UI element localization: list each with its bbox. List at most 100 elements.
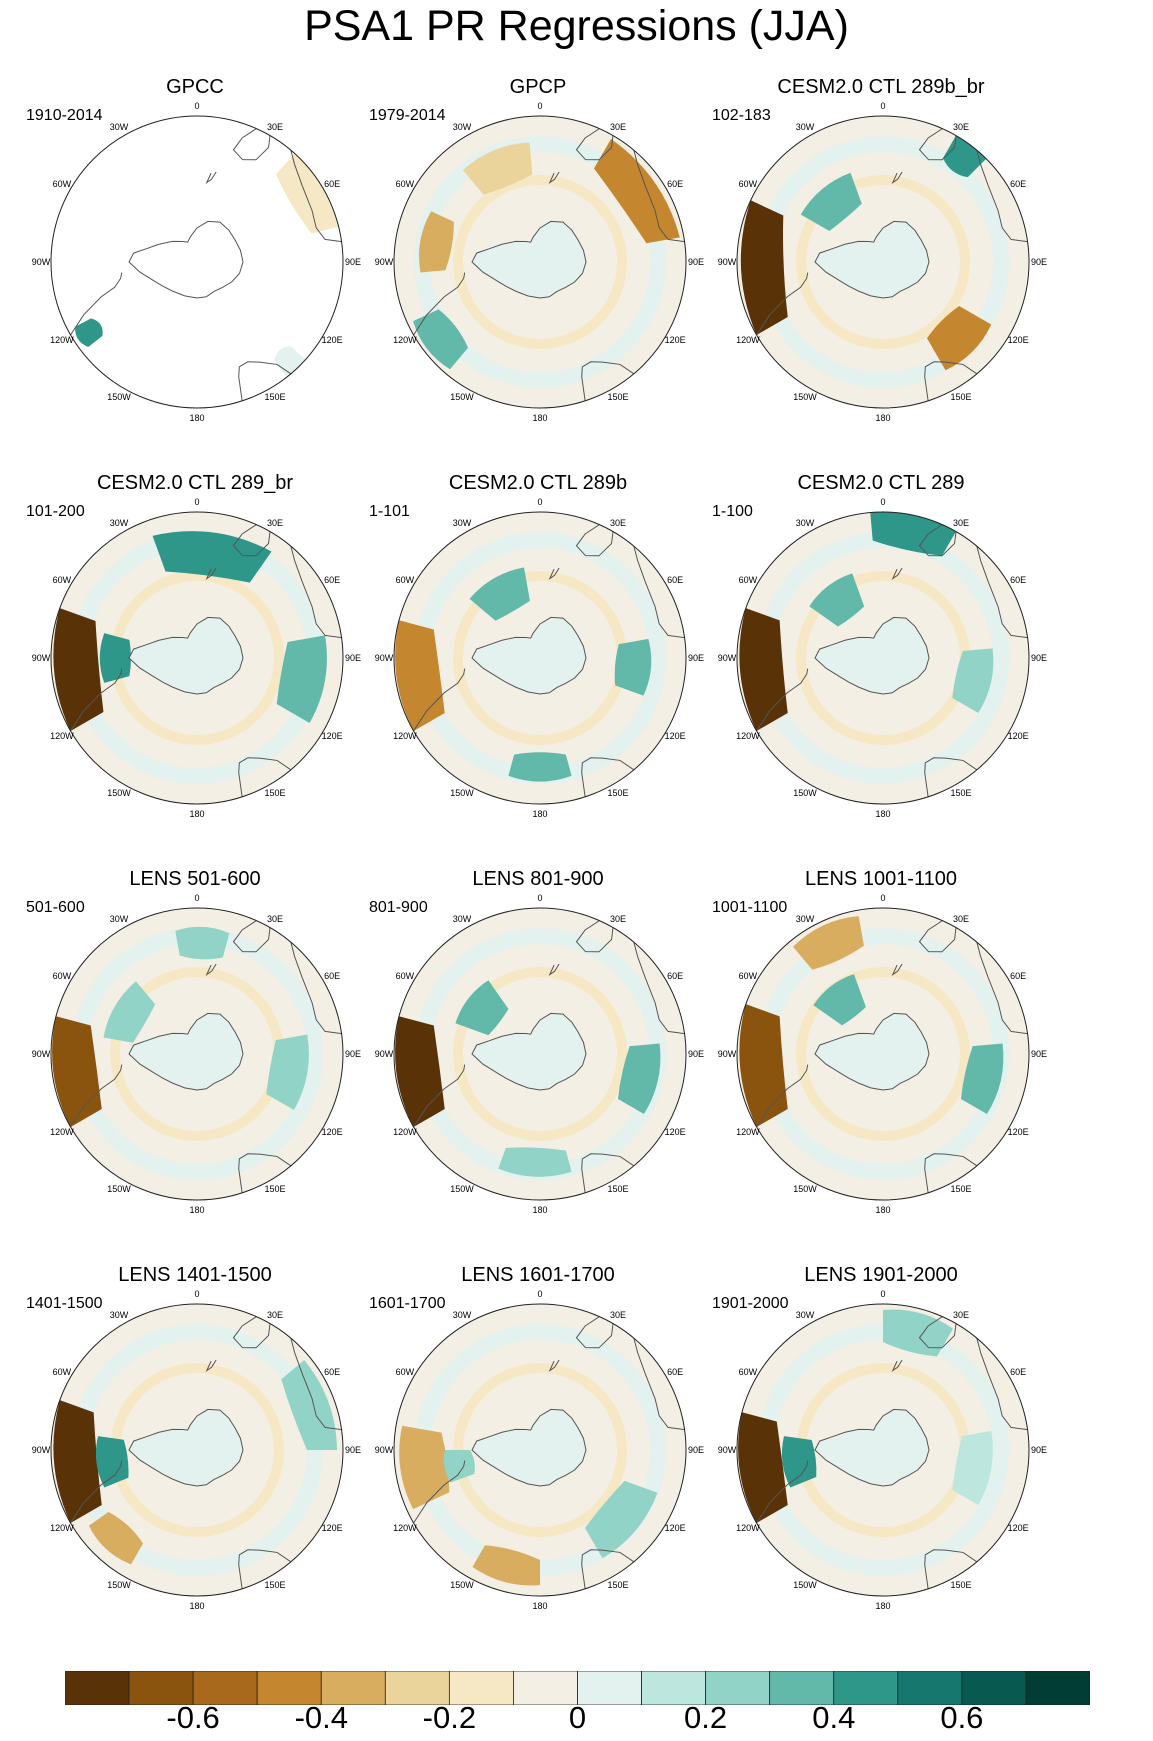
map-panel: LENS 1401-1500 1401-1500 0 30E 60E 90E 120E 150… xyxy=(5,1264,385,1659)
pr-anomaly-region xyxy=(813,974,866,1026)
panel-years: 102-183 xyxy=(712,107,771,124)
longitude-label: 30E xyxy=(267,914,283,924)
antarctica-coastline xyxy=(128,616,244,695)
pr-anomaly-region xyxy=(88,1511,143,1565)
longitude-label: 150E xyxy=(950,788,971,798)
polar-map: 0 30E 60E 90E 120E 150E 180 150W 120W 90W 60W 30W xyxy=(32,101,361,423)
pr-anomaly-region xyxy=(927,306,992,371)
pr-anomaly-region xyxy=(275,153,339,234)
pr-anomaly-region xyxy=(53,608,104,731)
longitude-label: 150E xyxy=(264,1184,285,1194)
colorbar-tick-label: -0.4 xyxy=(294,1700,348,1735)
polar-map: 0 30E 60E 90E 120E 150E 180 150W 120W 90W 60W 30W xyxy=(32,893,361,1215)
polar-map: 0 30E 60E 90E 120E 150E 180 150W 120W 90W 60W 30W xyxy=(375,893,704,1215)
panel-title: LENS 1001-1100 xyxy=(805,868,957,890)
panel-title: CESM2.0 CTL 289 xyxy=(797,472,965,494)
longitude-label: 120W xyxy=(736,731,760,741)
map-panel: LENS 501-600 501-600 0 30E 60E 90E 120E 150E 180… xyxy=(5,868,385,1263)
longitude-label: 60E xyxy=(324,575,340,585)
longitude-label: 0 xyxy=(880,1289,885,1299)
colorbar-swatch xyxy=(897,1671,963,1705)
panel-title: LENS 801-900 xyxy=(472,868,604,890)
longitude-label: 60W xyxy=(53,971,72,981)
longitude-label: 90E xyxy=(688,653,704,663)
longitude-label: 90E xyxy=(345,1049,361,1059)
longitude-label: 150W xyxy=(107,1580,131,1590)
continent-coastline xyxy=(976,1338,1028,1431)
continent-coastline xyxy=(924,757,978,797)
longitude-label: 150E xyxy=(607,392,628,402)
map-panel: LENS 1601-1700 1601-1700 0 30E 60E 90E 120E 150… xyxy=(348,1264,728,1659)
longitude-label: 120W xyxy=(393,1523,417,1533)
pr-anomaly-region xyxy=(614,638,652,696)
longitude-label: 90E xyxy=(688,257,704,267)
longitude-label: 180 xyxy=(532,809,547,819)
longitude-label: 30W xyxy=(453,122,472,132)
panel-years: 1001-1100 xyxy=(712,899,788,916)
longitude-label: 90W xyxy=(718,1445,737,1455)
longitude-label: 120E xyxy=(1008,1127,1029,1137)
continent-coastline xyxy=(918,1316,957,1349)
continent-coastline xyxy=(756,668,809,732)
colorbar-swatch xyxy=(641,1671,707,1705)
longitude-label: 30E xyxy=(953,914,969,924)
continent-coastline xyxy=(924,1153,978,1193)
longitude-label: 0 xyxy=(537,101,542,111)
map-panel: GPCP 1979-2014 0 30E 60E 90E 120E 150E 180 150W 12… xyxy=(348,76,728,471)
antarctica-coastline xyxy=(471,1408,587,1487)
pr-anomaly-region xyxy=(952,648,994,713)
longitude-label: 120W xyxy=(736,335,760,345)
longitude-label: 180 xyxy=(189,413,204,423)
longitude-label: 90E xyxy=(345,1445,361,1455)
longitude-label: 60E xyxy=(1010,1367,1026,1377)
longitude-label: 150W xyxy=(107,1184,131,1194)
pr-anomaly-region xyxy=(585,1480,658,1559)
map-border xyxy=(50,115,344,409)
pr-anomaly-region xyxy=(399,1425,450,1510)
antarctica-coastline xyxy=(471,616,587,695)
continent-coastline xyxy=(70,1460,123,1524)
longitude-label: 0 xyxy=(537,497,542,507)
longitude-label: 90E xyxy=(688,1049,704,1059)
pr-anomaly-region xyxy=(469,567,530,621)
continent-coastline xyxy=(891,1359,903,1373)
longitude-label: 150E xyxy=(950,392,971,402)
longitude-label: 60W xyxy=(396,971,415,981)
panel-title: GPCC xyxy=(166,76,224,98)
longitude-label: 120E xyxy=(665,335,686,345)
continent-coastline xyxy=(413,1064,466,1128)
longitude-label: 30E xyxy=(610,1310,626,1320)
pr-anomaly-region xyxy=(809,573,865,627)
antarctica-coastline xyxy=(814,220,930,299)
colorbar-tick-label: -0.2 xyxy=(422,1700,477,1735)
continent-coastline xyxy=(548,567,560,581)
panel-title: LENS 1901-2000 xyxy=(804,1264,958,1286)
longitude-label: 180 xyxy=(189,1205,204,1215)
figure-title: PSA1 PR Regressions (JJA) xyxy=(304,2,849,50)
longitude-label: 90E xyxy=(1031,1445,1047,1455)
longitude-label: 90W xyxy=(32,653,51,663)
pr-anomaly-region xyxy=(739,1004,788,1127)
panel-years: 1979-2014 xyxy=(369,107,446,124)
longitude-label: 90E xyxy=(1031,257,1047,267)
antarctica-coastline xyxy=(471,1012,587,1091)
longitude-label: 90W xyxy=(718,653,737,663)
longitude-label: 0 xyxy=(537,1289,542,1299)
panel-title: GPCP xyxy=(509,76,567,98)
pr-anomaly-region xyxy=(462,142,533,195)
longitude-label: 90E xyxy=(345,653,361,663)
pr-anomaly-region xyxy=(498,1147,572,1177)
continent-coastline xyxy=(891,171,903,185)
longitude-label: 180 xyxy=(875,1205,890,1215)
map-border xyxy=(393,1303,687,1597)
longitude-label: 90W xyxy=(718,1049,737,1059)
longitude-label: 90W xyxy=(718,257,737,267)
polar-map: 0 30E 60E 90E 120E 150E 180 150W 120W 90W 60W 30W xyxy=(718,1289,1047,1611)
continent-coastline xyxy=(924,361,978,401)
pr-anomaly-region xyxy=(52,1016,102,1127)
map-border xyxy=(50,907,344,1201)
continent-coastline xyxy=(976,150,1028,243)
longitude-label: 150E xyxy=(607,1580,628,1590)
longitude-label: 60W xyxy=(739,1367,758,1377)
longitude-label: 90W xyxy=(375,1049,394,1059)
